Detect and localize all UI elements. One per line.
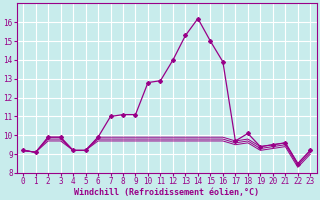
X-axis label: Windchill (Refroidissement éolien,°C): Windchill (Refroidissement éolien,°C): [74, 188, 259, 197]
